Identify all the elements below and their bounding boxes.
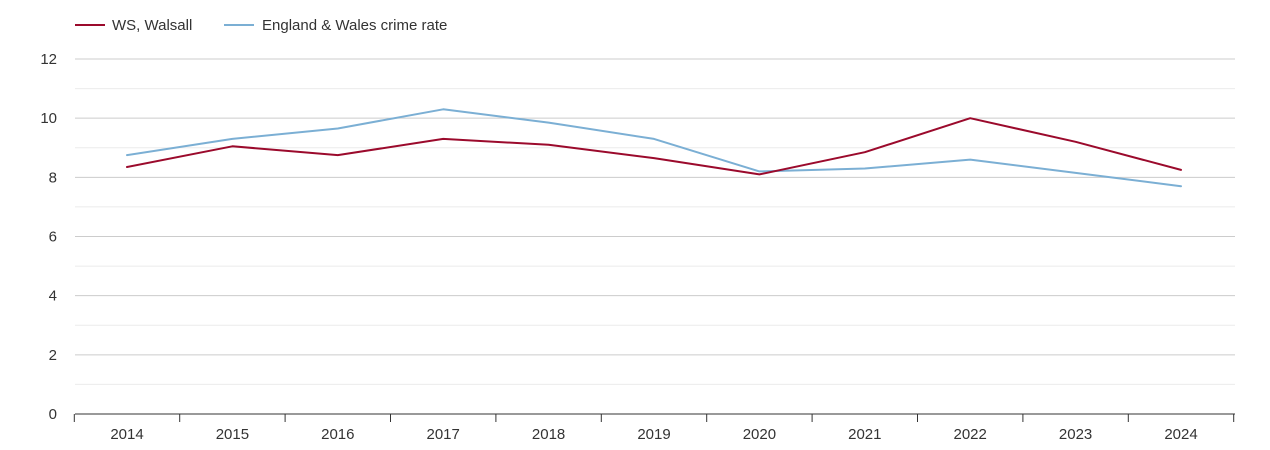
- legend: WS, Walsall England & Wales crime rate: [75, 17, 447, 34]
- series-line-england-wales[interactable]: [126, 108, 1182, 188]
- x-tick-label: 2021: [848, 426, 881, 443]
- grid: [75, 58, 1235, 385]
- x-tick-label: 2018: [532, 426, 565, 443]
- x-tick-label: 2023: [1059, 426, 1092, 443]
- x-tick-label: 2017: [427, 426, 460, 443]
- legend-label-england-wales: England & Wales crime rate: [262, 17, 447, 34]
- x-tick-label: 2024: [1164, 426, 1197, 443]
- axes: 0 2 4 6 8 10 12 2014 2015 2016 2017 2018 2019 2020 202…: [40, 51, 1235, 443]
- legend-item-walsall[interactable]: WS, Walsall: [75, 17, 192, 34]
- y-tick-label: 12: [40, 51, 57, 68]
- x-tick-label: 2014: [110, 426, 143, 443]
- y-tick-label: 2: [49, 347, 57, 364]
- y-tick-label: 10: [40, 110, 57, 127]
- x-tick-label: 2019: [637, 426, 670, 443]
- legend-item-england-wales[interactable]: England & Wales crime rate: [224, 17, 447, 34]
- y-tick-label: 8: [49, 169, 57, 186]
- y-tick-label: 6: [49, 229, 57, 246]
- x-tick-label: 2016: [321, 426, 354, 443]
- y-tick-label: 0: [49, 406, 57, 423]
- x-tick-label: 2022: [954, 426, 987, 443]
- series-line-walsall[interactable]: [126, 117, 1182, 176]
- x-tick-label: 2020: [743, 426, 776, 443]
- series: [126, 108, 1182, 188]
- x-tick-label: 2015: [216, 426, 249, 443]
- y-tick-label: 4: [49, 288, 57, 305]
- legend-label-walsall: WS, Walsall: [112, 17, 192, 34]
